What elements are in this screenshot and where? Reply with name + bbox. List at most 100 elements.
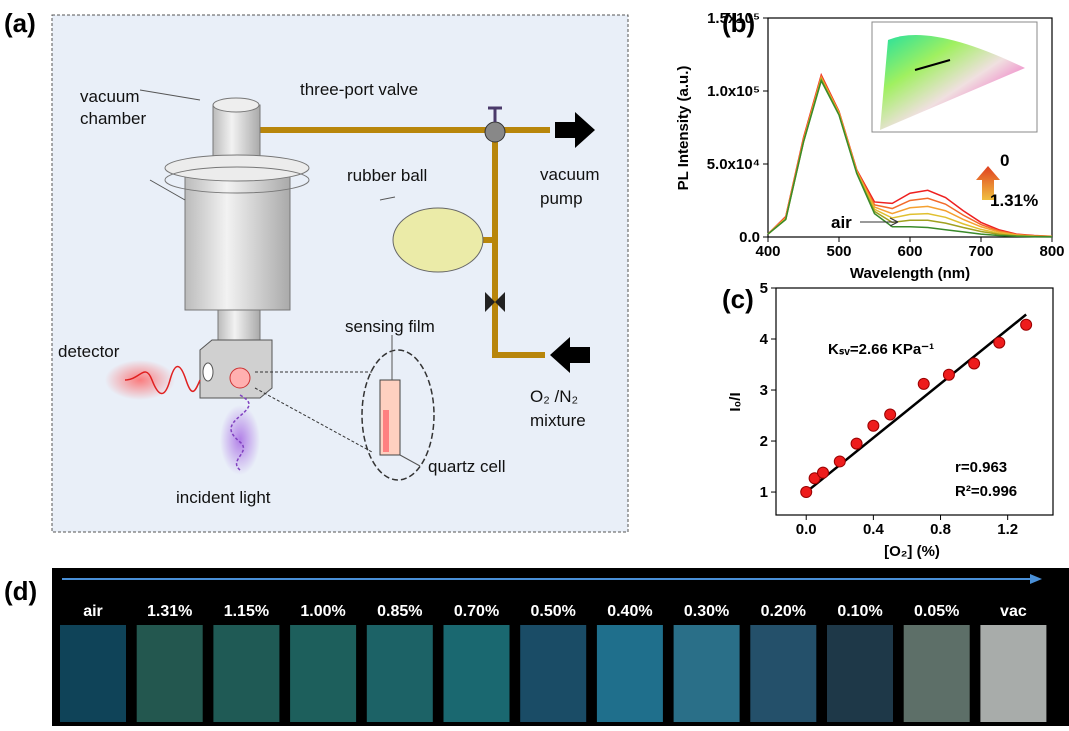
swatch-label: vac — [1000, 603, 1027, 620]
chamber-flange — [164, 166, 310, 194]
y-tick-label: 2 — [760, 433, 768, 450]
annotation: Kₛᵥ=2.66 KPa⁻¹ — [828, 341, 934, 358]
zoom-line — [254, 371, 373, 453]
swatch — [980, 625, 1047, 722]
valve — [484, 121, 506, 143]
swatch-label: 0.50% — [531, 603, 576, 620]
increase-arrow — [976, 166, 1000, 200]
swatch — [827, 625, 893, 722]
glow — [105, 360, 175, 400]
swatch — [750, 625, 817, 722]
x-tick-label: 800 — [1039, 243, 1064, 260]
swatch-label: 1.15% — [224, 603, 269, 620]
arrow-in — [550, 337, 590, 373]
panel-label: (b) — [722, 8, 755, 38]
data-point — [968, 357, 981, 370]
emission-wave — [124, 365, 201, 395]
swatch-label: 0.70% — [454, 603, 499, 620]
annotation: 1.31% — [990, 191, 1038, 210]
swatch — [520, 625, 587, 722]
arrow-out — [555, 112, 595, 148]
x-tick-label: 0.4 — [863, 521, 885, 538]
swatch-label: 0.30% — [684, 603, 729, 620]
data-point — [850, 437, 863, 450]
x-tick-label: 700 — [968, 243, 993, 260]
label: three-port valve — [300, 80, 418, 99]
chamber-neck — [217, 309, 261, 346]
swatch — [673, 625, 740, 722]
swatch — [903, 625, 970, 722]
x-tick-label: 1.2 — [997, 521, 1018, 538]
y-tick-label: 1 — [760, 484, 768, 501]
y-axis-label: I₀/I — [727, 392, 744, 411]
x-tick-label: 0.8 — [930, 521, 951, 538]
data-point — [808, 472, 821, 485]
leader-line — [139, 89, 421, 467]
label: O₂ /N₂ — [530, 387, 578, 406]
y-tick-label: 1.0x10⁵ — [707, 83, 760, 100]
label: mixture — [530, 411, 586, 430]
data-point — [817, 466, 830, 479]
swatch-label: 1.31% — [147, 603, 192, 620]
y-tick-label: 0.0 — [739, 229, 760, 246]
valve-handle — [488, 106, 502, 122]
swatch — [443, 625, 510, 722]
chamber-flange — [164, 154, 310, 182]
y-axis-label: PL Intensity (a.u.) — [675, 66, 692, 191]
y-tick-label: 5 — [760, 280, 768, 297]
data-point — [884, 408, 897, 421]
x-tick-label: 500 — [826, 243, 851, 260]
y-tick-label: 1.5x10⁵ — [707, 10, 760, 27]
swatch — [136, 625, 203, 722]
panel-label: (c) — [722, 284, 754, 314]
annotation-arrow — [860, 217, 899, 227]
swatch — [60, 625, 126, 722]
swatch-label: 0.10% — [837, 603, 882, 620]
rubber-ball — [392, 207, 484, 273]
swatch-label: air — [83, 603, 103, 620]
film — [229, 367, 251, 389]
glow — [220, 405, 260, 475]
y-tick-label: 3 — [760, 382, 768, 399]
cie-arrow — [914, 59, 951, 71]
excitation-wave — [230, 394, 250, 471]
panel-frame — [51, 14, 629, 533]
chamber-top — [212, 104, 261, 164]
y-tick-label: 4 — [760, 331, 769, 348]
x-tick-label: 0.0 — [796, 521, 817, 538]
zoom-ellipse — [361, 349, 435, 481]
label: sensing film — [345, 317, 435, 336]
spectrum-line — [767, 78, 1053, 238]
x-axis-label: Wavelength (nm) — [850, 265, 970, 282]
swatch — [290, 625, 357, 722]
data-point — [993, 336, 1006, 349]
label: pump — [540, 189, 583, 208]
swatch-label: 0.40% — [607, 603, 652, 620]
label: chamber — [80, 109, 146, 128]
data-point — [942, 368, 955, 381]
panel-label: (d) — [4, 576, 37, 606]
data-point — [800, 486, 813, 499]
label: detector — [58, 342, 120, 361]
panel-a: (a) vacuum chamber three-port valve rubb… — [4, 8, 629, 533]
annotation: R²=0.996 — [955, 483, 1017, 500]
x-tick-label: 400 — [755, 243, 780, 260]
valve-stop — [485, 292, 505, 312]
data-point — [917, 377, 930, 390]
x-axis-label: [O₂] (%) — [884, 543, 940, 560]
data-point — [867, 419, 880, 432]
swatch-label: 0.85% — [377, 603, 422, 620]
panel-label: (a) — [4, 8, 36, 38]
swatch-label: 0.05% — [914, 603, 959, 620]
annotation: 0 — [1000, 151, 1009, 170]
label: vacuum — [80, 87, 140, 106]
window — [202, 362, 214, 382]
x-tick-label: 600 — [897, 243, 922, 260]
swatch-label: 0.20% — [761, 603, 806, 620]
annotation: r=0.963 — [955, 459, 1007, 476]
arrow-head — [1030, 574, 1042, 584]
cie-gamut — [880, 34, 1025, 130]
label: rubber ball — [347, 166, 427, 185]
swatch — [366, 625, 433, 722]
